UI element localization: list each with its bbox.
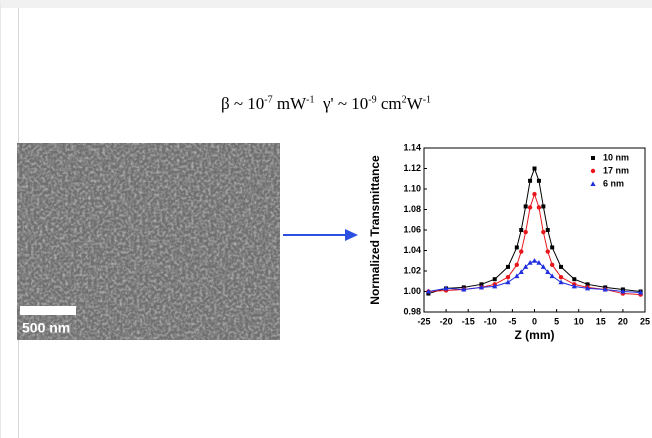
data-point: [528, 178, 533, 183]
data-point: [461, 286, 467, 292]
formula-superscript: 2: [401, 94, 407, 106]
data-point: [523, 264, 529, 269]
x-tick-label: 5: [554, 316, 559, 326]
formula-text: cm: [376, 94, 402, 113]
data-point: [505, 279, 511, 285]
y-tick-label: 1.06: [403, 224, 421, 234]
data-point: [532, 166, 537, 171]
data-point: [585, 282, 590, 287]
formula-superscript: -7: [264, 94, 273, 106]
y-axis-label: Normalized Transmittance: [368, 155, 382, 305]
data-point: [545, 249, 550, 254]
formula: β ~ 10-7 mW-1 γ' ~ 10-9 cm2W-1: [0, 94, 652, 114]
data-point: [541, 229, 546, 235]
data-point: [550, 245, 555, 250]
legend-label: 17 nm: [603, 165, 629, 175]
y-tick-label: 1.04: [403, 245, 421, 255]
data-point: [523, 229, 528, 235]
scale-label: 500 nm: [22, 320, 70, 336]
data-point: [549, 262, 555, 268]
data-point: [425, 288, 432, 294]
data-point: [531, 257, 538, 263]
x-tick-label: 0: [532, 316, 537, 326]
legend-marker: [590, 181, 596, 186]
data-point: [584, 285, 591, 291]
data-point: [637, 289, 644, 295]
data-point: [536, 260, 542, 265]
legend-marker: [591, 156, 595, 160]
data-point: [527, 205, 533, 210]
data-point: [571, 283, 577, 289]
x-tick-label: 15: [596, 316, 606, 326]
data-point: [549, 273, 555, 279]
formula-superscript: -1: [422, 94, 432, 106]
data-point: [602, 286, 608, 292]
y-tick-label: 1.10: [403, 183, 421, 193]
legend-label: 10 nm: [603, 152, 629, 162]
data-point: [536, 205, 542, 210]
plot-frame: [423, 147, 646, 313]
x-tick-label: 20: [618, 316, 628, 326]
data-point: [492, 277, 497, 282]
formula-superscript: -1: [306, 94, 315, 106]
data-point: [558, 274, 564, 280]
data-point: [519, 249, 524, 254]
data-point: [505, 264, 510, 269]
data-point: [519, 228, 524, 232]
data-point: [532, 191, 537, 197]
formula-text: mW: [272, 94, 307, 113]
x-tick-label: -10: [484, 316, 497, 326]
scale-bar: [20, 306, 76, 315]
x-tick-label: -20: [440, 316, 453, 326]
data-point: [540, 264, 546, 269]
data-point: [479, 282, 484, 287]
data-point: [527, 260, 533, 265]
data-point: [518, 269, 524, 275]
data-point: [559, 264, 564, 269]
y-tick-label: 1.08: [403, 204, 421, 214]
data-point: [514, 245, 519, 250]
data-point: [620, 288, 626, 294]
data-point: [478, 284, 485, 290]
series-line: [428, 192, 641, 296]
y-tick-label: 1.00: [403, 286, 421, 296]
formula-text: γ' ~ 10: [314, 94, 369, 113]
data-point: [505, 274, 511, 280]
x-tick-label: -15: [462, 316, 475, 326]
data-point: [541, 204, 546, 209]
data-point: [514, 262, 520, 268]
data-point: [492, 283, 498, 289]
y-tick-label: 1.12: [403, 163, 421, 173]
data-point: [545, 228, 550, 232]
y-tick-label: 1.02: [403, 265, 421, 275]
formula-superscript: -9: [368, 94, 377, 106]
data-point: [443, 285, 449, 291]
x-axis-label: Z (mm): [515, 328, 555, 342]
data-point: [558, 279, 564, 285]
chart: 0.981.001.021.041.061.081.101.121.14-25-…: [368, 142, 650, 342]
data-point: [572, 277, 577, 282]
legend-marker: [590, 168, 596, 174]
data-point: [523, 204, 528, 209]
y-tick-label: 0.98: [403, 306, 421, 316]
y-tick-label: 1.14: [403, 142, 421, 152]
x-tick-label: -5: [508, 316, 516, 326]
formula-text: β ~ 10: [220, 94, 265, 113]
x-tick-label: 25: [640, 316, 650, 326]
data-point: [514, 273, 520, 279]
x-tick-label: -25: [417, 316, 430, 326]
x-tick-label: 10: [574, 316, 584, 326]
data-point: [545, 269, 551, 275]
arrow-head: [345, 229, 358, 241]
legend-label: 6 nm: [603, 178, 624, 188]
data-point: [536, 178, 541, 183]
formula-text: W: [406, 94, 423, 113]
